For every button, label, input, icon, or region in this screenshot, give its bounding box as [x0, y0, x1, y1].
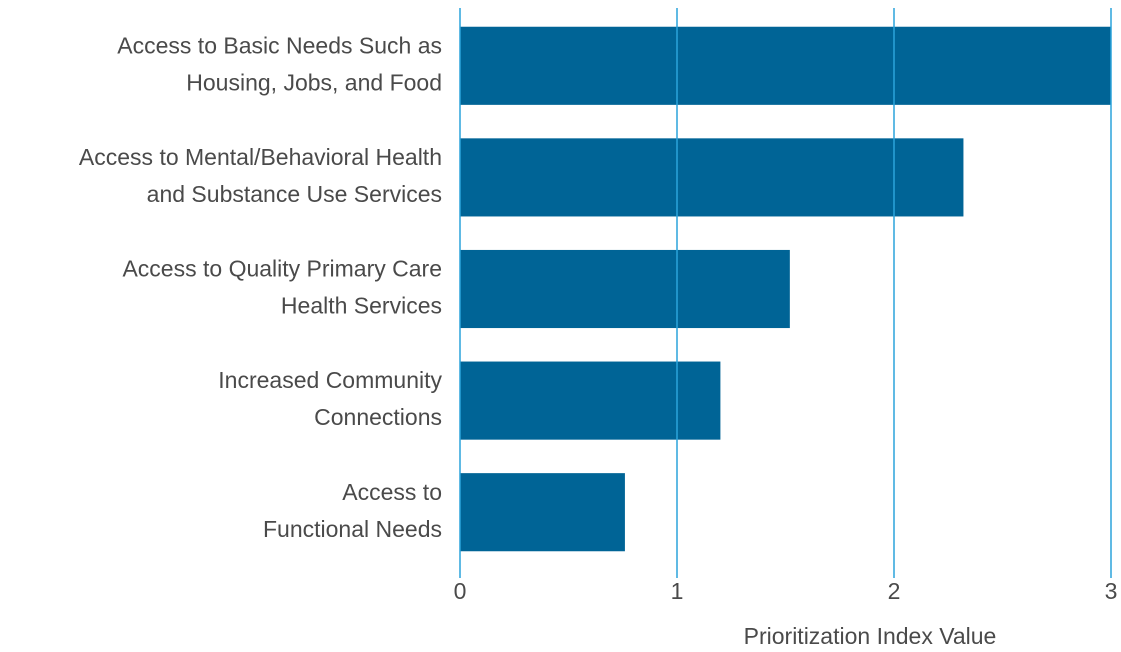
y-tick-label: Access to Basic Needs Such as	[117, 32, 442, 58]
x-axis-title: Prioritization Index Value	[744, 623, 997, 649]
y-tick-label: Increased Community	[218, 367, 442, 393]
bar	[460, 26, 1111, 105]
y-tick-label: Access to Quality Primary Care	[122, 256, 442, 282]
y-tick-label: Connections	[314, 404, 442, 430]
y-tick-label: Access to	[342, 479, 442, 505]
y-tick-label: and Substance Use Services	[147, 181, 442, 207]
x-tick-label: 2	[888, 578, 901, 604]
y-tick-label: Access to Mental/Behavioral Health	[79, 144, 442, 170]
x-tick-label: 3	[1105, 578, 1118, 604]
bar	[460, 138, 964, 217]
y-tick-label: Functional Needs	[263, 516, 442, 542]
y-tick-label: Housing, Jobs, and Food	[186, 69, 442, 95]
bar	[460, 249, 790, 329]
y-tick-label: Health Services	[281, 293, 442, 319]
bar	[460, 361, 721, 440]
x-tick-label: 1	[671, 578, 684, 604]
bars	[460, 26, 1111, 552]
x-tick-label: 0	[454, 578, 467, 604]
bar	[460, 473, 625, 552]
